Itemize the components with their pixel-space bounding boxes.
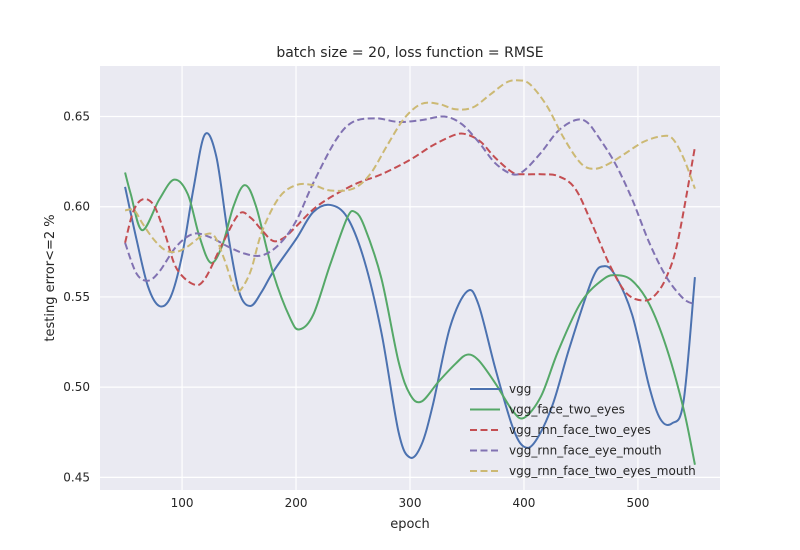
grid — [100, 66, 720, 490]
legend: vgg vgg_face_two_eyes vgg_rnn_face_two_eye… — [470, 382, 696, 478]
series-line-vgg-face-two-eyes — [124, 172, 696, 465]
series-line-vgg-rnn-face-two-eyes-mouth — [124, 79, 696, 294]
y-tick-label: 0.50 — [63, 380, 90, 394]
legend-label: vgg_rnn_face_eye_mouth — [509, 444, 662, 458]
y-tick-label: 0.55 — [63, 290, 90, 304]
x-tick-label: 400 — [513, 496, 536, 510]
series-layer — [124, 79, 696, 465]
x-axis-label: epoch — [390, 517, 430, 532]
y-tick-label: 0.45 — [63, 470, 90, 484]
series-line-vgg-rnn-face-two-eyes — [124, 132, 696, 302]
y-tick-label: 0.60 — [63, 200, 90, 214]
series-line-vgg — [124, 132, 696, 459]
legend-label: vgg — [509, 382, 531, 396]
x-tick-label: 100 — [171, 496, 194, 510]
ticks: 100 200 300 400 500 0.45 0.50 0.55 0.60 0.65 — [63, 110, 649, 510]
x-tick-label: 500 — [626, 496, 649, 510]
y-tick-label: 0.65 — [63, 110, 90, 124]
series-line-vgg-rnn-face-eye-mouth — [124, 115, 696, 306]
x-tick-label: 300 — [399, 496, 422, 510]
y-axis-label: testing error<=2 % — [43, 214, 58, 341]
legend-label: vgg_face_two_eyes — [509, 403, 625, 417]
x-tick-label: 200 — [285, 496, 308, 510]
legend-label: vgg_rnn_face_two_eyes_mouth — [509, 464, 696, 478]
legend-label: vgg_rnn_face_two_eyes — [509, 423, 651, 437]
chart-title: batch size = 20, loss function = RMSE — [276, 45, 543, 61]
